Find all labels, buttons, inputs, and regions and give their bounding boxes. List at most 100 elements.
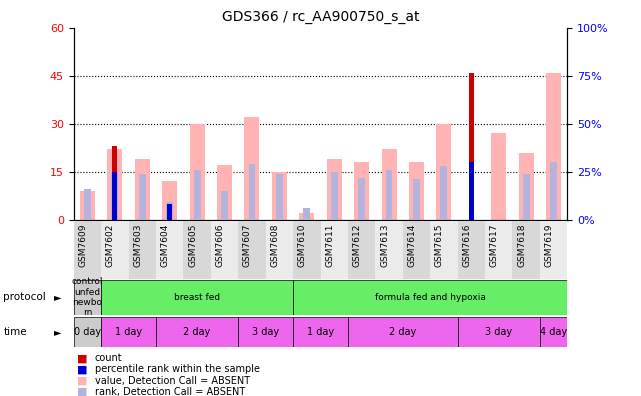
Text: GSM7603: GSM7603: [133, 223, 142, 267]
Bar: [293, 280, 567, 315]
Bar: [190, 124, 204, 220]
Bar: [519, 152, 534, 220]
Bar: [211, 221, 238, 279]
Bar: [101, 221, 129, 279]
Bar: [238, 221, 265, 279]
Bar: [101, 280, 293, 315]
Text: GSM7602: GSM7602: [106, 223, 115, 267]
Text: rank, Detection Call = ABSENT: rank, Detection Call = ABSENT: [95, 386, 245, 396]
Text: ■: ■: [77, 375, 87, 386]
Bar: [112, 172, 117, 220]
Text: GSM7613: GSM7613: [380, 223, 389, 267]
Bar: [112, 146, 117, 220]
Bar: [217, 166, 232, 220]
Bar: [167, 204, 172, 220]
Text: ■: ■: [77, 386, 87, 396]
Bar: [272, 172, 287, 220]
Bar: [156, 317, 238, 346]
Bar: [112, 172, 119, 220]
Bar: [376, 221, 403, 279]
Text: GSM7609: GSM7609: [78, 223, 87, 267]
Text: 3 day: 3 day: [485, 327, 512, 337]
Bar: [156, 221, 183, 279]
Text: value, Detection Call = ABSENT: value, Detection Call = ABSENT: [95, 375, 250, 386]
Text: formula fed and hypoxia: formula fed and hypoxia: [375, 293, 486, 302]
Text: GSM7608: GSM7608: [271, 223, 279, 267]
Text: GSM7607: GSM7607: [243, 223, 252, 267]
Bar: [299, 213, 314, 220]
Bar: [80, 191, 95, 220]
Text: GSM7612: GSM7612: [353, 223, 362, 267]
Text: 0 day: 0 day: [74, 327, 101, 337]
Bar: [139, 174, 146, 220]
Text: control
unfed
newbo
rn: control unfed newbo rn: [72, 277, 103, 318]
Text: ►: ►: [54, 327, 62, 337]
Bar: [550, 162, 557, 220]
Bar: [194, 170, 201, 220]
Bar: [409, 162, 424, 220]
Bar: [74, 317, 101, 346]
Bar: [107, 149, 122, 220]
Bar: [354, 162, 369, 220]
Bar: [331, 172, 338, 220]
Bar: [276, 174, 283, 220]
Bar: [221, 191, 228, 220]
Bar: [293, 317, 348, 346]
Text: 1 day: 1 day: [307, 327, 334, 337]
Bar: [249, 164, 255, 220]
Bar: [348, 317, 458, 346]
Text: time: time: [3, 327, 27, 337]
Text: GDS366 / rc_AA900750_s_at: GDS366 / rc_AA900750_s_at: [222, 10, 419, 24]
Text: GSM7604: GSM7604: [161, 223, 170, 267]
Text: GSM7615: GSM7615: [435, 223, 444, 267]
Text: breast fed: breast fed: [174, 293, 220, 302]
Bar: [293, 221, 320, 279]
Bar: [540, 317, 567, 346]
Bar: [491, 133, 506, 220]
Bar: [327, 159, 342, 220]
Text: GSM7618: GSM7618: [517, 223, 526, 267]
Bar: [277, 217, 282, 220]
Bar: [101, 317, 156, 346]
Bar: [166, 202, 173, 220]
Bar: [348, 221, 376, 279]
Bar: [546, 72, 561, 220]
Text: GSM7616: GSM7616: [462, 223, 471, 267]
Bar: [244, 117, 260, 220]
Bar: [469, 162, 474, 220]
Bar: [74, 221, 101, 279]
Bar: [84, 189, 91, 220]
Text: GSM7606: GSM7606: [215, 223, 224, 267]
Bar: [265, 221, 293, 279]
Text: percentile rank within the sample: percentile rank within the sample: [95, 364, 260, 375]
Bar: [129, 221, 156, 279]
Bar: [403, 221, 430, 279]
Text: GSM7619: GSM7619: [545, 223, 554, 267]
Bar: [540, 221, 567, 279]
Bar: [162, 181, 177, 220]
Bar: [485, 221, 512, 279]
Bar: [320, 221, 348, 279]
Bar: [437, 124, 451, 220]
Text: GSM7617: GSM7617: [490, 223, 499, 267]
Bar: [469, 72, 474, 220]
Bar: [135, 159, 150, 220]
Bar: [512, 221, 540, 279]
Text: GSM7614: GSM7614: [408, 223, 417, 267]
Bar: [74, 280, 101, 315]
Text: ►: ►: [54, 292, 62, 303]
Text: 2 day: 2 day: [183, 327, 211, 337]
Text: ■: ■: [77, 364, 87, 375]
Text: ■: ■: [77, 353, 87, 364]
Bar: [183, 221, 211, 279]
Text: GSM7605: GSM7605: [188, 223, 197, 267]
Text: 4 day: 4 day: [540, 327, 567, 337]
Text: count: count: [95, 353, 122, 364]
Text: 1 day: 1 day: [115, 327, 142, 337]
Bar: [458, 221, 485, 279]
Bar: [167, 204, 172, 220]
Text: 3 day: 3 day: [252, 327, 279, 337]
Bar: [413, 179, 420, 220]
Text: protocol: protocol: [3, 292, 46, 303]
Bar: [238, 317, 293, 346]
